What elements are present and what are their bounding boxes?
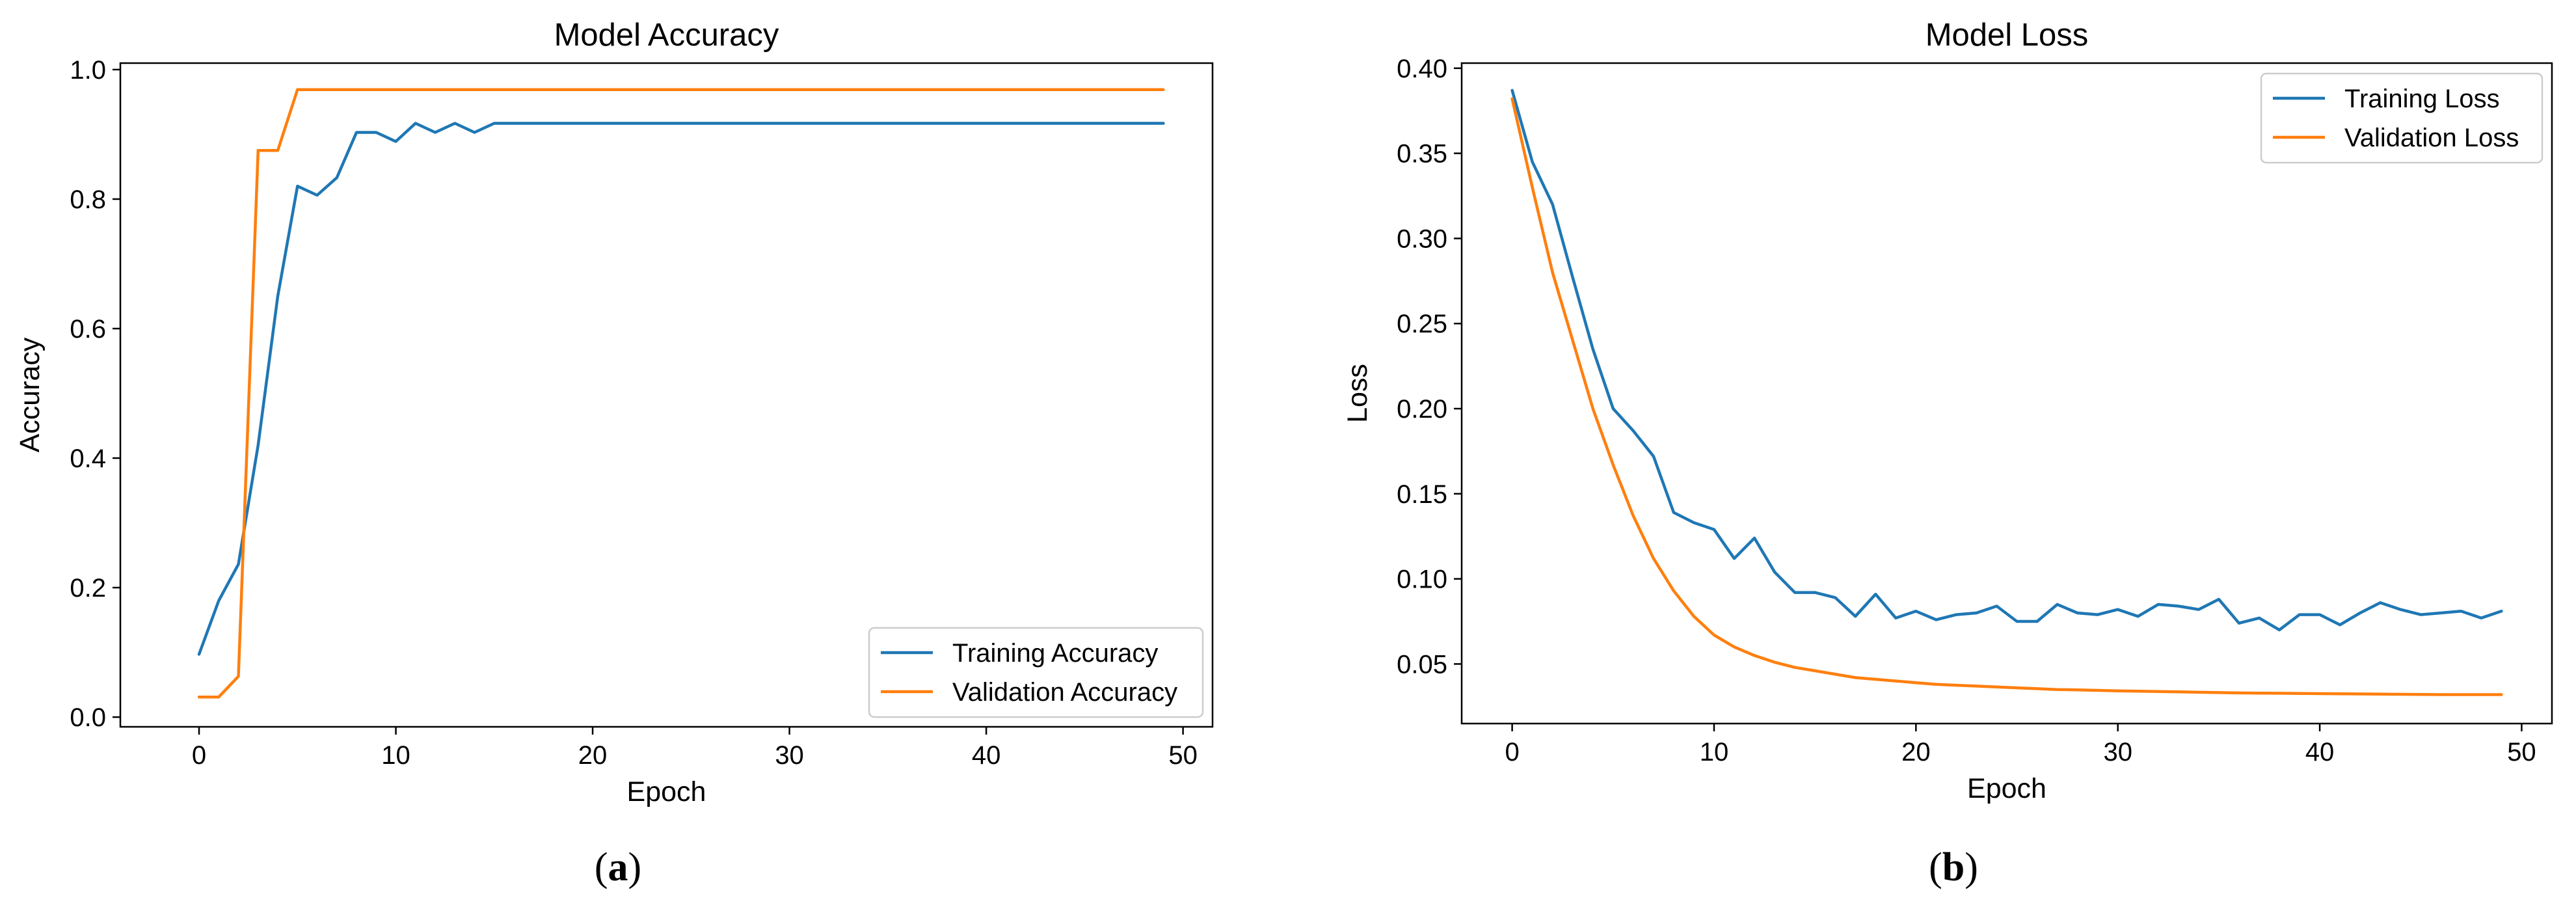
chart-1-y-axis-label: Accuracy [14, 337, 46, 452]
chart-2-y-tick-label: 0.40 [1397, 55, 1447, 83]
chart-2-caption-close: ) [1965, 845, 1978, 889]
chart-2-caption-letter: b [1942, 845, 1965, 889]
chart-2-x-tick-label: 20 [1901, 738, 1931, 767]
chart-1-x-tick-label: 0 [192, 741, 206, 770]
chart-1-legend-label-2: Validation Accuracy [952, 678, 1177, 707]
chart-2-y-tick-label: 0.10 [1397, 565, 1447, 594]
chart-2-y-axis-label: Loss [1342, 364, 1373, 423]
chart-1-x-axis-label: Epoch [627, 776, 706, 807]
chart-2-y-tick-label: 0.35 [1397, 140, 1447, 169]
chart-2-series-1-line [1510, 88, 2503, 632]
chart-1-panel: Model Accuracy 0 10 20 30 40 50 0.0 0.2 0.4 0.6 0.8… [14, 18, 1214, 889]
chart-1-y-tick-label: 1.0 [70, 56, 106, 85]
chart-2-x-axis-label: Epoch [1967, 773, 2046, 804]
chart-2-caption: (b) [1929, 845, 1978, 889]
chart-1-x-tick-label: 20 [578, 741, 608, 770]
chart-2-x-tick-label: 30 [2103, 738, 2132, 767]
chart-1-y-tick-label: 0.4 [70, 444, 106, 473]
chart-2-x-tick-label: 10 [1700, 738, 1729, 767]
chart-2-caption-open: ( [1929, 845, 1942, 889]
chart-2-y-tick-label: 0.15 [1397, 480, 1447, 509]
chart-1-legend-label-1: Training Accuracy [952, 639, 1158, 668]
chart-1-x-tick-label: 50 [1168, 741, 1198, 770]
chart-2-y-tick-label: 0.05 [1397, 650, 1447, 679]
chart-1-caption: (a) [595, 845, 641, 889]
chart-1-y-tick-label: 0.2 [70, 574, 106, 603]
chart-2-legend: Training Loss Validation Loss [2260, 72, 2543, 164]
chart-2-y-tick-label: 0.20 [1397, 395, 1447, 424]
chart-2-series-2-line [1510, 97, 2503, 696]
chart-2-y-tick-label: 0.30 [1397, 224, 1447, 253]
chart-2-y-tick-label: 0.25 [1397, 310, 1447, 338]
chart-1-x-tick-label: 30 [775, 741, 804, 770]
chart-1-legend-box [868, 627, 1204, 718]
chart-1-caption-letter: a [608, 845, 628, 889]
chart-2-panel: Model Loss 0 10 20 30 40 50 0.05 0.10 0.15 0.20 0.2… [1342, 18, 2553, 889]
chart-1-x-tick-label: 40 [972, 741, 1001, 770]
chart-1-caption-close: ) [628, 845, 642, 889]
chart-2-legend-label-1: Training Loss [2344, 85, 2500, 113]
chart-1-x-tick-label: 10 [381, 741, 410, 770]
chart-2-legend-label-2: Validation Loss [2344, 124, 2519, 152]
chart-1-series-1-line [197, 122, 1165, 656]
chart-2-x-tick-label: 40 [2305, 738, 2335, 767]
chart-1-title: Model Accuracy [554, 18, 779, 53]
chart-2-x-tick-label: 50 [2507, 738, 2536, 767]
chart-2-title: Model Loss [1925, 18, 2089, 53]
chart-1-y-tick-label: 0.6 [70, 315, 106, 344]
chart-1-y-tick-label: 0.8 [70, 185, 106, 214]
chart-2-axes-frame [1460, 62, 2553, 725]
chart-1-y-tick-label: 0.0 [70, 703, 106, 732]
chart-1-axes-frame [119, 62, 1214, 728]
chart-2-x-tick-label: 0 [1505, 738, 1519, 767]
chart-1-caption-open: ( [595, 845, 608, 889]
chart-2-legend-box [2260, 72, 2543, 164]
chart-1-series-2-line [197, 88, 1165, 699]
chart-1-legend: Training Accuracy Validation Accuracy [868, 627, 1204, 718]
